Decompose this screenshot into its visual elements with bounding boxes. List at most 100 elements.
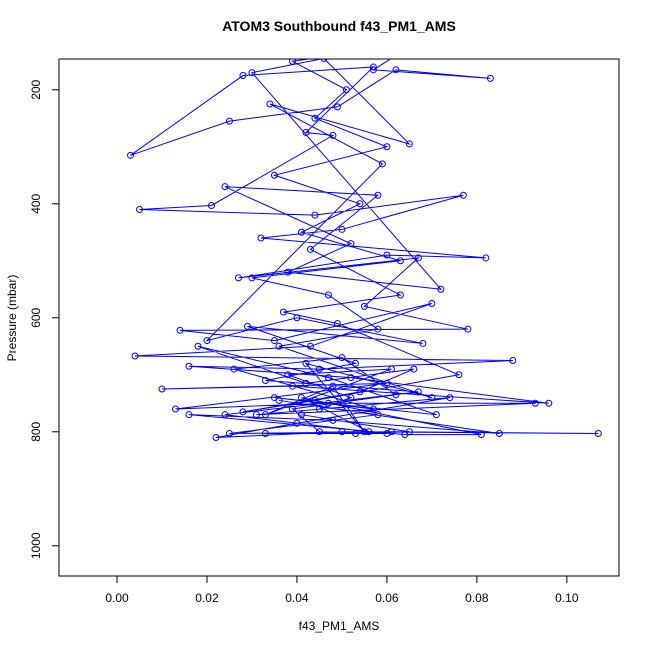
data-point (185, 362, 193, 370)
data-point (230, 365, 238, 373)
data-point (158, 385, 166, 393)
data-point (225, 117, 233, 125)
data-point (270, 394, 278, 402)
data-point (594, 429, 602, 437)
x-tick-label: 0.02 (195, 591, 219, 605)
data-point (347, 374, 355, 382)
data-point (338, 428, 346, 436)
data-point (383, 143, 391, 151)
data-point (392, 391, 400, 399)
data-point (239, 72, 247, 80)
data-point (284, 268, 292, 276)
data-point (288, 405, 296, 413)
data-point (324, 291, 332, 299)
data-point (405, 428, 413, 436)
data-point (315, 405, 323, 413)
x-axis-label: f43_PM1_AMS (299, 619, 380, 633)
data-point (136, 205, 144, 213)
data-point (257, 234, 265, 242)
data-point (302, 129, 310, 137)
data-point (428, 300, 436, 308)
data-point (356, 200, 364, 208)
data-point (261, 376, 269, 384)
data-point (311, 396, 319, 404)
data-point (243, 322, 251, 330)
data-point (261, 429, 269, 437)
data-point (482, 254, 490, 262)
data-point (266, 100, 274, 108)
data-point (311, 211, 319, 219)
data-point (221, 411, 229, 419)
x-tick-label: 0.06 (375, 591, 399, 605)
y-tick-label: 1000 (29, 532, 43, 559)
y-tick-label: 600 (29, 307, 43, 327)
data-point (333, 103, 341, 111)
x-tick-label: 0.00 (105, 591, 129, 605)
x-tick-label: 0.08 (465, 591, 489, 605)
data-point (545, 399, 553, 407)
data-point (284, 371, 292, 379)
data-point (185, 411, 193, 419)
plot-frame (58, 58, 620, 577)
chart-title: ATOM3 Southbound f43_PM1_AMS (222, 18, 456, 34)
data-point (414, 254, 422, 262)
data-point (306, 342, 314, 350)
data-point (288, 59, 296, 65)
data-point (171, 405, 179, 413)
data-point (369, 405, 377, 413)
data-point (360, 302, 368, 310)
data-point (329, 382, 337, 390)
data-point (131, 352, 139, 360)
data-point (302, 359, 310, 367)
data-point (432, 411, 440, 419)
data-point (351, 359, 359, 367)
data-point (365, 428, 373, 436)
data-point (342, 86, 350, 94)
data-point (374, 325, 382, 333)
data-point (293, 314, 301, 322)
data-point (252, 411, 260, 419)
x-tick-label: 0.10 (555, 591, 579, 605)
data-point (225, 429, 233, 437)
data-point (437, 285, 445, 293)
data-point (383, 379, 391, 387)
y-tick-label: 200 (29, 79, 43, 99)
data-point (248, 69, 256, 77)
data-point (324, 374, 332, 382)
data-point (234, 274, 242, 282)
data-point (405, 140, 413, 148)
data-point (279, 308, 287, 316)
y-tick-label: 400 (29, 193, 43, 213)
data-point (329, 131, 337, 139)
data-point (419, 339, 427, 347)
data-point (396, 257, 404, 265)
data-point (297, 411, 305, 419)
data-point (360, 428, 368, 436)
data-point (333, 319, 341, 327)
data-point (459, 191, 467, 199)
data-point (338, 225, 346, 233)
data-point (288, 382, 296, 390)
data-point (383, 429, 391, 437)
data-point (347, 240, 355, 248)
data-point (293, 419, 301, 427)
data-point (531, 399, 539, 407)
data-point (356, 388, 364, 396)
data-point (176, 326, 184, 334)
y-tick-label: 800 (29, 421, 43, 441)
data-point (324, 399, 332, 407)
data-point (127, 151, 135, 159)
data-line (130, 59, 599, 438)
data-point (374, 411, 382, 419)
data-layer (127, 59, 602, 441)
data-point (392, 66, 400, 74)
data-point (207, 201, 215, 209)
data-point (495, 429, 503, 437)
data-point (212, 433, 220, 441)
data-point (477, 431, 485, 439)
data-point (221, 183, 229, 191)
data-point (486, 74, 494, 82)
data-point (347, 394, 355, 402)
data-point (311, 114, 319, 122)
